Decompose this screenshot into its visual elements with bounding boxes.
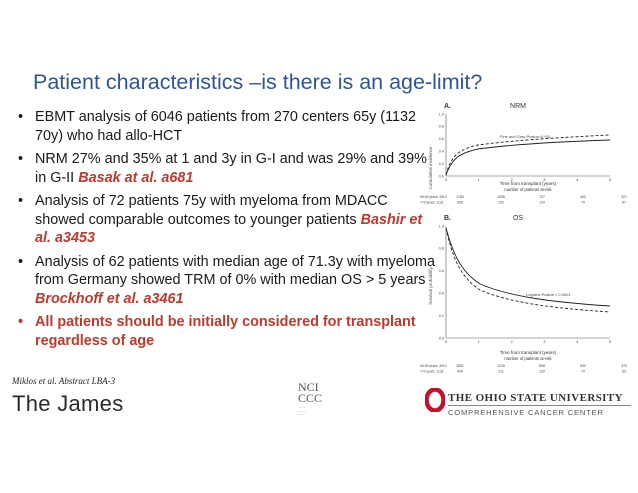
- bullet-item: • EBMT analysis of 6046 patients from 27…: [16, 108, 436, 145]
- y-tick-label: 0.2: [439, 314, 444, 318]
- panel-a-curve-65-69: [445, 139, 611, 176]
- risk-value: 707: [539, 195, 545, 199]
- x-tick-label: 2: [510, 177, 513, 182]
- x-tick-label: 4: [576, 177, 579, 182]
- panel-a-pvalue: Fine and Gray Pvalue=0.001: [500, 134, 552, 139]
- y-tick-label: 0.6: [439, 269, 444, 273]
- footnote: Miklos et al. Abstract LBA-3: [12, 376, 116, 386]
- y-tick-label: 0.8: [439, 125, 444, 129]
- bullet-list: • EBMT analysis of 6046 patients from 27…: [16, 108, 436, 355]
- panel-a-risk-label: number of patients at-risk: [504, 187, 552, 192]
- risk-value: 1216: [497, 364, 505, 368]
- x-tick-label: 3: [543, 339, 546, 344]
- ccc-logo-text: CCC: [298, 391, 323, 405]
- panel-b-curve-65-69: [445, 227, 611, 307]
- y-tick-label: 0.4: [439, 150, 444, 154]
- risk-value: 460: [580, 195, 586, 199]
- x-tick-label: 5: [609, 177, 612, 182]
- bullet-item: • Analysis of 72 patients 75y with myelo…: [16, 192, 436, 248]
- nci-logo-text: NCI: [298, 380, 319, 394]
- risk-value: 70: [581, 201, 585, 205]
- panel-b: B. OS Survival probability 0.0 0.2 0.4 0.6 0…: [420, 215, 627, 374]
- the-james-logo: The James: [12, 391, 124, 416]
- panel-b-title: OS: [513, 215, 523, 222]
- survival-charts: A. NRM Cumulative incidence 0.0 0.2 0.4 0.6…: [420, 103, 627, 374]
- risk-value: 57: [622, 201, 626, 205]
- bullet-citation: Brockhoff et al. a3461: [35, 290, 184, 307]
- osu-subtitle: COMPREHENSIVE CANCER CENTER: [448, 408, 604, 417]
- risk-row-label: >70 years: 1132: [420, 201, 444, 205]
- bullet-citation: Basak at al. a681: [78, 169, 194, 186]
- bullet-text: EBMT analysis of 6046 patients from 270 …: [35, 109, 417, 144]
- osu-divider: [448, 405, 631, 406]
- risk-value: 63: [622, 370, 626, 374]
- bullet-item: • Analysis of 62 patients with median ag…: [16, 253, 436, 309]
- bullet-citation: Bashir et al. a3453: [35, 211, 423, 247]
- bullet-text-emphasis: All patients should be initially conside…: [35, 314, 416, 349]
- panel-b-ylabel: Survival probability: [428, 266, 433, 305]
- panel-b-pvalue: Logrank Pvalue < 0.0001: [526, 292, 571, 297]
- bullet-dot: •: [18, 193, 24, 209]
- risk-value: 120: [539, 201, 545, 205]
- x-tick-label: 1: [478, 177, 481, 182]
- bullet-dot: •: [18, 314, 24, 330]
- bullet-dot: •: [18, 109, 24, 125]
- risk-row-label: 65-69 years: 4914: [420, 364, 447, 368]
- y-tick-label: 1.0: [439, 112, 444, 116]
- risk-value: 211: [498, 370, 504, 374]
- bullet-text: Analysis of 62 patients with median age …: [35, 253, 435, 289]
- y-tick-label: 0.8: [439, 247, 444, 251]
- risk-value: 370: [621, 364, 627, 368]
- panel-a: A. NRM Cumulative incidence 0.0 0.2 0.4 0.6…: [420, 103, 627, 205]
- risk-value: 808: [539, 364, 545, 368]
- y-tick-label: 0.6: [439, 137, 444, 141]
- x-tick-label: 0: [445, 339, 448, 344]
- risk-value: 321: [621, 195, 627, 199]
- x-tick-label: 0: [445, 177, 448, 182]
- x-tick-label: 5: [609, 339, 612, 344]
- bullet-dot: •: [18, 151, 24, 167]
- panel-a-label: A.: [444, 103, 451, 110]
- x-tick-label: 3: [543, 177, 546, 182]
- nci-ccc-logo: NCI CCC ––––– ––––– ––––: [298, 380, 336, 426]
- risk-value: 1780: [456, 195, 464, 199]
- y-tick-label: 1.0: [439, 224, 444, 228]
- panel-a-title: NRM: [510, 103, 526, 110]
- slide-title: Patient characteristics –is there is an …: [33, 70, 483, 94]
- bullet-text: Analysis of 72 patients 75y with myeloma…: [35, 193, 388, 228]
- osu-name: THE OHIO STATE UNIVERSITY: [448, 392, 623, 404]
- risk-row-label: 65-69 years: 4914: [420, 195, 447, 199]
- bullet-item: • All patients should be initially consi…: [16, 313, 436, 350]
- risk-value: 409: [457, 370, 463, 374]
- risk-value: 2851: [456, 364, 464, 368]
- y-tick-label: 0.2: [439, 162, 444, 166]
- risk-value: 70: [581, 370, 585, 374]
- risk-value: 120: [539, 370, 545, 374]
- risk-row-label: >70 years: 1132: [420, 370, 444, 374]
- panel-a-ylabel: Cumulative incidence: [428, 146, 433, 189]
- panel-b-label: B.: [444, 215, 451, 222]
- bullet-text: NRM 27% and 35% at 1 and 3y in G-I and w…: [35, 151, 427, 186]
- x-tick-label: 1: [478, 339, 481, 344]
- y-tick-label: 0.0: [439, 336, 444, 340]
- panel-a-curve-70: [445, 134, 611, 176]
- risk-value: 539: [580, 364, 586, 368]
- bullet-dot: •: [18, 253, 24, 270]
- risk-value: 1058: [497, 195, 505, 199]
- y-tick-label: 0.4: [439, 292, 444, 296]
- risk-value: 335: [457, 201, 463, 205]
- y-tick-label: 0.0: [439, 174, 444, 178]
- panel-b-xlabel: Time from transplant (years): [500, 350, 557, 355]
- x-tick-label: 4: [576, 339, 579, 344]
- bullet-item: • NRM 27% and 35% at 1 and 3y in G-I and…: [16, 150, 436, 187]
- panel-b-curve-70: [445, 227, 611, 313]
- panel-b-risk-label: number of patients at-risk: [504, 356, 552, 361]
- nci-logo-fineprint: ––––– ––––– ––––: [298, 405, 307, 416]
- block-o-icon: [424, 387, 446, 413]
- osu-logo: THE OHIO STATE UNIVERSITY COMPREHENSIVE …: [424, 387, 631, 417]
- x-tick-label: 2: [510, 339, 513, 344]
- risk-value: 192: [498, 201, 504, 205]
- panel-a-xlabel: Time from transplant (years): [500, 181, 557, 186]
